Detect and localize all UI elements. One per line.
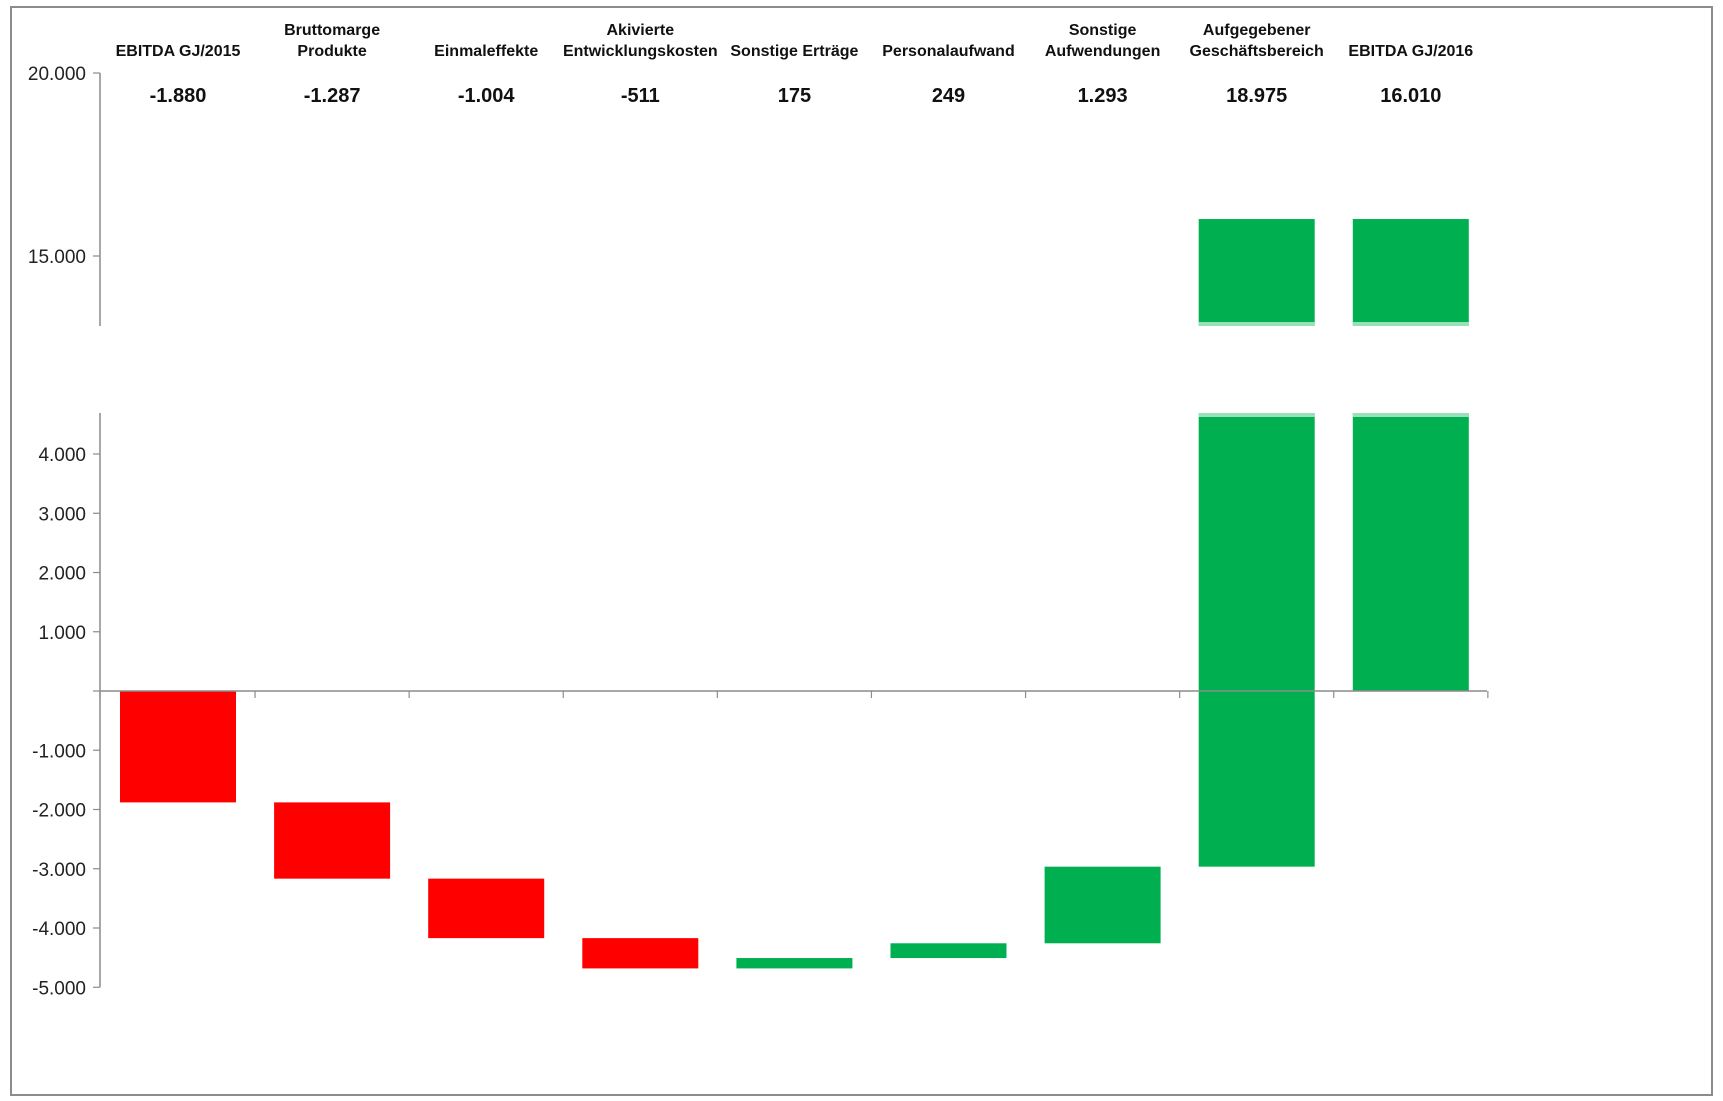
bar-3: [582, 938, 699, 969]
bar-break-top-8: [1352, 322, 1469, 327]
data-label: -1.004: [458, 85, 516, 107]
category-label-line: EBITDA GJ/2016: [1348, 43, 1473, 60]
bar-break-bottom-8: [1352, 412, 1469, 417]
category-label: Personalaufwand: [882, 43, 1014, 60]
bar-6: [1044, 866, 1161, 944]
data-label: 1.293: [1078, 85, 1128, 107]
category-label-line: Bruttomarge: [284, 22, 380, 39]
y-tick-label: 4.000: [38, 445, 86, 466]
bar-5: [890, 943, 1007, 959]
bar-break-bottom-7: [1198, 412, 1315, 417]
y-tick-label: 2.000: [38, 564, 86, 585]
bar-2: [428, 878, 545, 939]
y-tick-label: 1.000: [38, 623, 86, 644]
bar-0: [120, 691, 236, 803]
waterfall-chart: 20.000 15.000 4.000 3.000 2.000 1.000 -1.000 -2…: [28, 22, 1489, 999]
category-label-line: Aufwendungen: [1045, 43, 1161, 60]
y-tick-label: -1.000: [32, 741, 86, 762]
data-label: -511: [621, 85, 660, 107]
y-tick-label: 3.000: [38, 504, 86, 525]
bar-upper-7: [1198, 219, 1315, 326]
data-label: -1.880: [150, 85, 207, 107]
category-label: Bruttomarge Produkte: [284, 22, 380, 60]
category-label-line: Aufgegebener: [1203, 22, 1311, 39]
y-tick-label: -2.000: [32, 801, 86, 822]
bar-upper-8: [1352, 219, 1469, 326]
category-label: Akivierte Entwicklungskosten: [563, 22, 718, 60]
bar-4: [736, 958, 853, 969]
category-label-line: EBITDA GJ/2015: [116, 43, 241, 60]
data-label: 18.975: [1226, 85, 1287, 107]
bar-lower-8: [1352, 413, 1469, 691]
category-label: Einmaleffekte: [434, 43, 538, 60]
bar-1: [274, 802, 391, 879]
y-tick-label: 20.000: [28, 64, 86, 85]
category-label: EBITDA GJ/2015: [116, 43, 241, 60]
category-label-line: Personalaufwand: [882, 43, 1014, 60]
category-label: Sonstige Erträge: [730, 43, 858, 60]
y-tick-label: -4.000: [32, 919, 86, 940]
y-tick-label: -3.000: [32, 860, 86, 881]
bar-break-top-7: [1198, 322, 1315, 327]
category-label: Sonstige Aufwendungen: [1045, 22, 1161, 60]
category-label: Aufgegebener Geschäftsbereich: [1190, 22, 1324, 60]
category-label: EBITDA GJ/2016: [1348, 43, 1473, 60]
y-tick-label: 15.000: [28, 247, 86, 268]
y-tick-label: -5.000: [32, 978, 86, 999]
category-label-line: Entwicklungskosten: [563, 43, 718, 60]
category-label-line: Sonstige Erträge: [730, 43, 858, 60]
data-label: 175: [778, 85, 811, 107]
bar-lower-7: [1198, 413, 1315, 867]
chart-frame: 20.000 15.000 4.000 3.000 2.000 1.000 -1.000 -2…: [10, 6, 1713, 1096]
category-label-line: Einmaleffekte: [434, 43, 538, 60]
category-label-line: Produkte: [297, 43, 366, 60]
data-label: -1.287: [304, 85, 361, 107]
data-label: 249: [932, 85, 965, 107]
data-label: 16.010: [1380, 85, 1441, 107]
category-label-line: Sonstige: [1069, 22, 1137, 39]
category-label-line: Geschäftsbereich: [1190, 43, 1324, 60]
category-label-line: Akivierte: [607, 22, 675, 39]
